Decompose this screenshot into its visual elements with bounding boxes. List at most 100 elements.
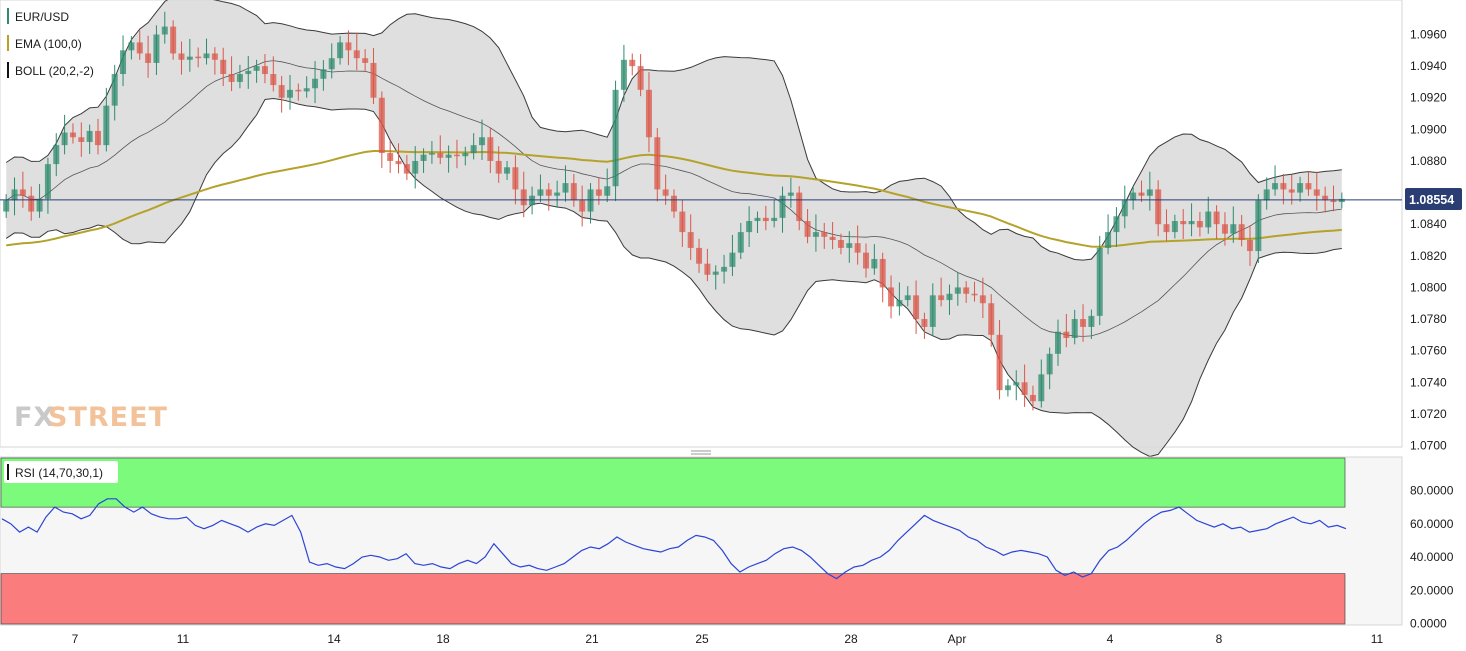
candle-body: [1255, 200, 1262, 252]
candle: [470, 133, 477, 160]
candle-body: [1272, 183, 1279, 190]
candle: [353, 32, 360, 71]
candle: [696, 238, 703, 273]
candle: [186, 38, 193, 72]
candle: [762, 205, 769, 231]
time-tick-label: 28: [844, 632, 858, 646]
candle-body: [512, 167, 519, 190]
candle-body: [1330, 200, 1337, 203]
candle-body: [954, 287, 961, 294]
candle: [1004, 379, 1011, 397]
candle: [295, 83, 302, 101]
candle-body: [69, 132, 76, 138]
candle: [787, 177, 794, 208]
rsi-axis: 80.0000 60.0000 40.0000 20.0000 0.0000: [1410, 484, 1454, 631]
candle: [1188, 203, 1195, 237]
candle-body: [996, 334, 1003, 391]
candle: [620, 44, 627, 102]
candle-body: [11, 189, 18, 201]
candle: [161, 11, 168, 44]
candle-body: [687, 232, 694, 248]
candle: [136, 30, 143, 60]
candle: [1105, 214, 1112, 255]
candle-body: [403, 164, 410, 174]
candle-body: [387, 153, 394, 161]
candle-body: [136, 42, 143, 54]
legend-ema-swatch: [7, 35, 9, 51]
candle-body: [929, 295, 936, 327]
candle-body: [587, 189, 594, 212]
candle-body: [696, 247, 703, 264]
candle-body: [128, 42, 135, 51]
candle-body: [312, 78, 319, 89]
candle-body: [1230, 224, 1237, 234]
candle-body: [236, 74, 243, 82]
price-tick-label: 1.0720: [1410, 407, 1447, 421]
candle-body: [913, 295, 920, 320]
candle: [570, 173, 577, 207]
candle: [712, 265, 719, 290]
candle: [913, 280, 920, 334]
candle: [328, 43, 335, 79]
ema-line: [6, 150, 1342, 248]
pane-resize-handle[interactable]: [691, 450, 711, 455]
candle-body: [620, 59, 627, 90]
candle: [69, 123, 76, 144]
candle-body: [86, 130, 93, 142]
time-tick-label: Apr: [948, 632, 967, 646]
candle-body: [1155, 189, 1162, 225]
candle-body: [1322, 195, 1329, 201]
price-tick-label: 1.0800: [1410, 280, 1447, 294]
candle: [320, 60, 327, 91]
candle-body: [203, 53, 210, 59]
candle-body: [53, 145, 60, 165]
candle: [270, 56, 277, 92]
candle-body: [762, 217, 769, 222]
legend-ema-label: EMA (100,0): [15, 37, 82, 51]
candle: [1330, 185, 1337, 212]
candle-body: [1029, 394, 1036, 402]
rsi-zones: [0, 457, 1346, 625]
candle-body: [562, 183, 569, 193]
candle-body: [44, 164, 51, 199]
candle-body: [362, 58, 369, 63]
candle: [821, 222, 828, 249]
candle-body: [478, 137, 486, 146]
candle-body: [771, 217, 778, 222]
candle-body: [704, 263, 711, 275]
candle: [812, 214, 819, 252]
candle-body: [520, 189, 527, 206]
time-tick-label: 4: [1107, 632, 1114, 646]
legend-ema-box: [4, 32, 110, 54]
price-tick-label: 1.0840: [1410, 217, 1447, 231]
candle: [428, 141, 435, 164]
candle: [1305, 171, 1312, 196]
candle-body: [821, 232, 828, 237]
candle: [1297, 176, 1304, 202]
candle: [86, 124, 93, 155]
rsi-tick-label: 20.0000: [1410, 583, 1454, 597]
candle: [779, 186, 786, 233]
candle-body: [1096, 247, 1103, 316]
candle-body: [186, 56, 193, 60]
price-axis: 1.09601.09401.09201.09001.08801.08601.08…: [1410, 28, 1447, 453]
candle-body: [1305, 183, 1312, 190]
candle: [1263, 177, 1270, 210]
candle-body: [746, 221, 753, 233]
candle-body: [462, 153, 469, 157]
candle: [729, 234, 736, 277]
price-tick-label: 1.0760: [1410, 344, 1447, 358]
candle: [971, 281, 978, 302]
rsi-overbought-zone: [0, 457, 1346, 508]
candle: [1130, 186, 1137, 210]
candle-body: [829, 236, 836, 240]
time-tick-label: 11: [1371, 632, 1384, 646]
time-tick-label: 7: [72, 632, 79, 646]
price-tag-box: [1405, 188, 1462, 210]
candle: [854, 225, 861, 265]
candle: [537, 174, 544, 203]
price-tick-label: 1.0900: [1410, 122, 1447, 136]
candle-body: [554, 192, 561, 196]
candle: [1021, 364, 1028, 407]
candle: [1230, 206, 1237, 243]
